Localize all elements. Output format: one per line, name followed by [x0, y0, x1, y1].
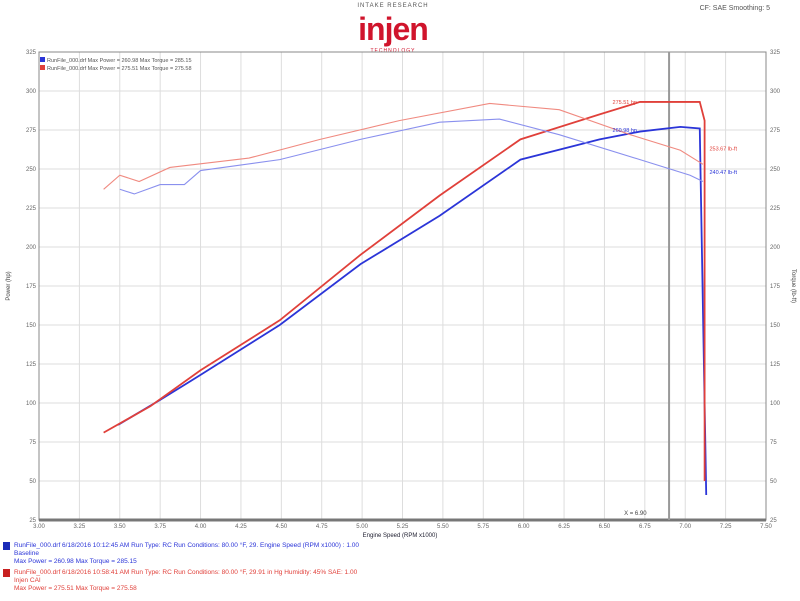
x-tick-label: 7.00 [679, 524, 691, 530]
run-line1: RunFile_000.drf 6/18/2016 10:12:45 AM Ru… [14, 542, 360, 549]
peak-annotation: 275.51 hp [613, 100, 637, 106]
y2-tick-label: 200 [770, 245, 781, 251]
cursor-label: X = 6.90 [624, 511, 647, 517]
x-tick-label: 3.50 [114, 524, 126, 530]
x-tick-label: 6.25 [558, 524, 570, 530]
x-tick-label: 4.00 [195, 524, 207, 530]
torque-curve [119, 118, 704, 195]
y2-tick-label: 275 [770, 128, 781, 134]
y2-tick-label: 100 [770, 401, 781, 407]
y-tick-label: 275 [26, 128, 37, 134]
footer-run-2: RunFile_000.drf 6/18/2016 10:58:41 AM Ru… [3, 569, 358, 593]
y2-tick-label: 175 [770, 284, 781, 290]
y2-axis-label: Torque (lb-ft) [790, 269, 796, 303]
power-curve [103, 101, 706, 481]
y2-tick-label: 250 [770, 167, 781, 173]
x-tick-label: 6.00 [518, 524, 530, 530]
y2-tick-label: 75 [770, 440, 777, 446]
x-tick-label: 5.75 [477, 524, 489, 530]
peak-annotation: 260.98 hp [613, 128, 637, 134]
correction-info: CF: SAE Smoothing: 5 [699, 5, 770, 12]
legend-swatch [40, 65, 45, 70]
logo-sub: TECHNOLOGY [370, 48, 416, 54]
y-tick-label: 200 [26, 245, 37, 251]
y-tick-label: 125 [26, 362, 37, 368]
y2-tick-label: 325 [770, 50, 781, 56]
legend-swatch [40, 57, 45, 62]
x-tick-label: 3.75 [154, 524, 166, 530]
y-tick-label: 300 [26, 89, 37, 95]
y-tick-label: 150 [26, 323, 37, 329]
run-swatch [3, 542, 10, 550]
y-tick-label: 250 [26, 167, 37, 173]
x-tick-label: 5.00 [356, 524, 368, 530]
x-tick-label: 4.25 [235, 524, 247, 530]
y2-tick-label: 225 [770, 206, 781, 212]
footer-run-1: RunFile_000.drf 6/18/2016 10:12:45 AM Ru… [3, 542, 360, 566]
y-axis-label: Power (hp) [6, 271, 12, 300]
x-tick-label: 7.50 [760, 524, 772, 530]
x-tick-label: 3.00 [33, 524, 45, 530]
run-line3: Max Power = 275.51 Max Torque = 275.58 [14, 585, 137, 592]
run-line2: Injen CAI [14, 577, 41, 584]
y-tick-label: 25 [29, 518, 36, 524]
x-tick-label: 5.50 [437, 524, 449, 530]
legend-entry: RunFile_000.drf Max Power = 260.98 Max T… [47, 58, 192, 64]
logo-text: injen [358, 11, 429, 47]
torque-curve [103, 102, 704, 190]
peak-annotation: 253.67 lb-ft [709, 147, 737, 153]
y2-tick-label: 300 [770, 89, 781, 95]
run-line1: RunFile_000.drf 6/18/2016 10:58:41 AM Ru… [14, 569, 358, 576]
x-tick-label: 6.50 [599, 524, 611, 530]
logo-tagline: INTAKE RESEARCH [357, 3, 429, 9]
y-tick-label: 100 [26, 401, 37, 407]
x-tick-label: 4.50 [275, 524, 287, 530]
y-tick-label: 175 [26, 284, 37, 290]
x-tick-label: 6.75 [639, 524, 651, 530]
x-tick-label: 3.25 [74, 524, 86, 530]
injen-logo: INTAKE RESEARCH injen TECHNOLOGY [338, 2, 448, 55]
y2-tick-label: 150 [770, 323, 781, 329]
peak-annotation: 240.47 lb-ft [709, 170, 737, 176]
y2-tick-label: 125 [770, 362, 781, 368]
y2-tick-label: 25 [770, 518, 777, 524]
legend-entry: RunFile_000.drf Max Power = 275.51 Max T… [47, 66, 192, 72]
run-line3: Max Power = 260.98 Max Torque = 285.15 [14, 558, 137, 565]
power-curve [117, 125, 708, 496]
run-swatch [3, 569, 10, 577]
y2-tick-label: 50 [770, 479, 777, 485]
x-axis-label: Engine Speed (RPM x1000) [363, 533, 438, 539]
x-tick-label: 5.25 [397, 524, 409, 530]
x-tick-label: 7.25 [720, 524, 732, 530]
run-line2: Baseline [14, 550, 39, 557]
y-tick-label: 50 [29, 479, 36, 485]
y-tick-label: 75 [29, 440, 36, 446]
y-tick-label: 225 [26, 206, 37, 212]
y-tick-label: 325 [26, 50, 37, 56]
x-tick-label: 4.75 [316, 524, 328, 530]
